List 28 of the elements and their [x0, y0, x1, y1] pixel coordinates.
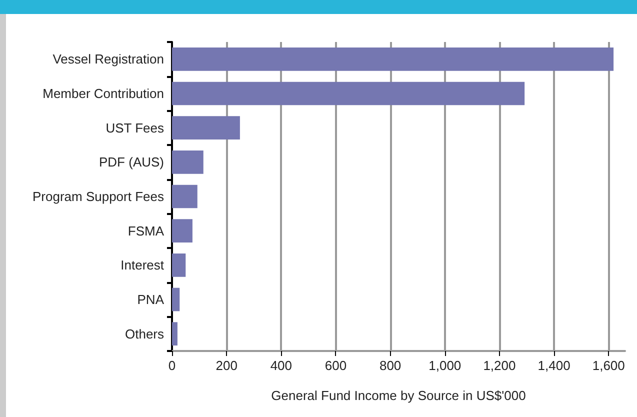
x-tick-label: 0 [168, 358, 176, 373]
x-tick-label: 800 [379, 358, 402, 373]
y-tick-label: UST Fees [106, 120, 164, 136]
y-tick-label: Member Contribution [42, 86, 164, 101]
bar [172, 219, 192, 243]
x-tick-label: 1,000 [428, 358, 462, 373]
y-tick-label: FSMA [128, 223, 164, 238]
bar [172, 184, 198, 208]
x-tick-label: 1,400 [538, 358, 570, 373]
x-tick-label: 1,600 [592, 358, 625, 373]
bar [172, 322, 178, 346]
bar [172, 82, 525, 106]
bar [172, 150, 204, 174]
x-tick-label: 200 [216, 358, 238, 373]
bar [172, 288, 180, 312]
x-tick-label: 600 [324, 358, 347, 373]
y-tick-label: Vessel Registration [52, 52, 164, 67]
x-axis-title: General Fund Income by Source in US$'000 [271, 388, 526, 403]
y-tick-label: PDF (AUS) [99, 154, 164, 170]
y-tick-label: Interest [120, 258, 164, 273]
x-tick-label: 400 [270, 358, 292, 373]
bar [172, 116, 240, 140]
y-tick-label: PNA [137, 292, 164, 307]
y-tick-label: Program Support Fees [32, 189, 164, 204]
x-tick-label: 1,200 [483, 358, 516, 373]
y-tick-label: Others [124, 326, 164, 342]
bar [172, 253, 186, 277]
bar [172, 47, 614, 71]
